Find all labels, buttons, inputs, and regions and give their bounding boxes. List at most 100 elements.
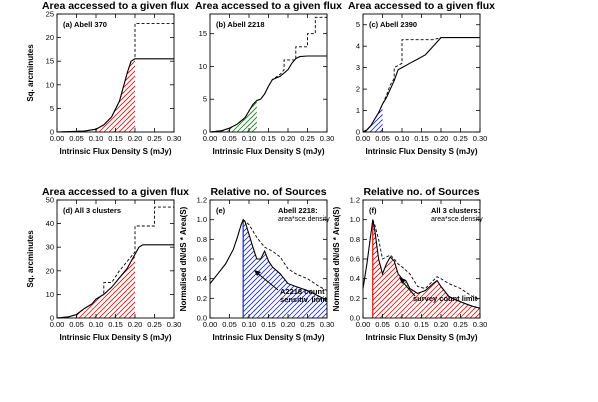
x-tick-label: 0.05 <box>375 320 390 329</box>
y-tick-label: 10 <box>46 290 54 299</box>
hatch-line <box>96 58 135 133</box>
hatch-line <box>545 14 598 132</box>
hatch-line <box>210 100 257 132</box>
y-tick-label: 50 <box>46 196 54 205</box>
hatch-line <box>395 14 513 132</box>
x-tick-label: 0.25 <box>300 134 315 143</box>
hatch-line <box>455 14 573 132</box>
hatch-line <box>307 14 425 132</box>
hatch-line <box>210 100 231 132</box>
hatch-line <box>246 100 257 132</box>
hatch-line <box>234 14 352 132</box>
hatch-line <box>210 100 211 132</box>
hatch-line <box>214 14 332 132</box>
y-tick-label: 0.2 <box>350 294 360 303</box>
hatch-line <box>369 104 383 132</box>
hatch-line <box>363 104 383 132</box>
y-tick-label: 1.0 <box>197 215 207 224</box>
hatch-line <box>76 254 118 318</box>
hatch-line <box>352 14 470 132</box>
y-tick-label: 5 <box>50 104 54 113</box>
legend-subtitle: area*sce.density <box>431 216 483 223</box>
hatch-line <box>363 104 383 132</box>
hatch-line <box>337 14 455 132</box>
hatch-line <box>580 14 598 132</box>
hatch-line <box>243 219 291 318</box>
hatch-line <box>432 14 550 132</box>
x-axis-label: Intrinsic Flux Density S (mJy) <box>212 333 324 342</box>
x-tick-label: 0.05 <box>69 320 84 329</box>
y-tick-label: 15 <box>199 29 207 38</box>
hatch-line <box>575 14 598 132</box>
x-tick-label: 0.25 <box>147 320 162 329</box>
hatch-line <box>98 254 135 318</box>
hatch-line <box>357 14 475 132</box>
plot-frame <box>56 199 175 319</box>
y-tick-label: 1.2 <box>197 196 207 205</box>
hatch-line <box>92 200 210 318</box>
hatch-line <box>525 200 598 318</box>
chart-title: Relative no. of Sources <box>363 186 479 198</box>
x-tick-label: 0.30 <box>320 320 335 329</box>
hatch-line <box>590 14 598 132</box>
y-tick-label: 0.0 <box>197 314 207 323</box>
series-line-solid <box>56 244 174 319</box>
x-tick-label: 0.00 <box>203 134 218 143</box>
x-tick-label: 0.25 <box>300 320 315 329</box>
hatch-line <box>420 14 538 132</box>
hatch-line <box>363 104 383 132</box>
chart-title: Area accessed to a given flux <box>195 0 342 12</box>
hatch-line <box>485 200 598 318</box>
hatch-line <box>210 100 257 132</box>
hatch-line <box>210 100 257 132</box>
series-line-dashed <box>362 37 480 133</box>
hatch-line <box>437 14 555 132</box>
hatch-line <box>279 14 397 132</box>
plot-frame <box>56 13 175 133</box>
hatch-line <box>445 14 563 132</box>
hatch-line <box>96 58 135 133</box>
hatch-line <box>363 104 383 132</box>
y-tick-label: 1.0 <box>350 215 360 224</box>
x-tick-label: 0.00 <box>356 320 371 329</box>
hatch-line <box>540 14 598 132</box>
hatch-line <box>363 104 383 132</box>
x-axis-label: Intrinsic Flux Density S (mJy) <box>59 147 171 156</box>
x-tick-label: 0.30 <box>320 134 335 143</box>
y-tick-label: 3 <box>356 63 360 72</box>
hatch-line <box>231 100 257 132</box>
hatch-line <box>510 200 598 318</box>
plot-frame <box>362 13 481 133</box>
hatch-line <box>244 14 362 132</box>
hatch-line <box>254 14 372 132</box>
x-tick-label: 0.20 <box>281 320 296 329</box>
chart-title: Area accessed to a given flux <box>42 0 189 12</box>
annotation-text: A2218 count <box>280 287 325 296</box>
y-tick-label: 5 <box>203 95 207 104</box>
panel-label: (e) <box>216 206 226 215</box>
hatch-line <box>133 254 135 318</box>
hatch-line <box>363 104 383 132</box>
hatch-line <box>417 14 535 132</box>
hatch-line <box>76 254 108 318</box>
hatch-line <box>289 14 407 132</box>
hatch-line <box>474 219 480 318</box>
hatch-line <box>490 200 598 318</box>
hatch-line <box>469 219 480 318</box>
hatch-line <box>76 254 135 318</box>
hatch-line <box>103 254 135 318</box>
hatch-line <box>179 14 297 132</box>
hatch-line <box>249 14 367 132</box>
hatch-line <box>0 200 72 318</box>
x-tick-label: 0.15 <box>414 134 429 143</box>
hatch-line <box>96 58 135 133</box>
hatch-line <box>107 200 225 318</box>
y-tick-label: 0.4 <box>350 274 360 283</box>
hatch-line <box>96 58 135 133</box>
hatch-line <box>520 14 598 132</box>
x-tick-label: 0.20 <box>128 320 143 329</box>
hatch-line <box>440 14 558 132</box>
x-tick-label: 0.00 <box>356 134 371 143</box>
hatch-line <box>76 254 135 318</box>
